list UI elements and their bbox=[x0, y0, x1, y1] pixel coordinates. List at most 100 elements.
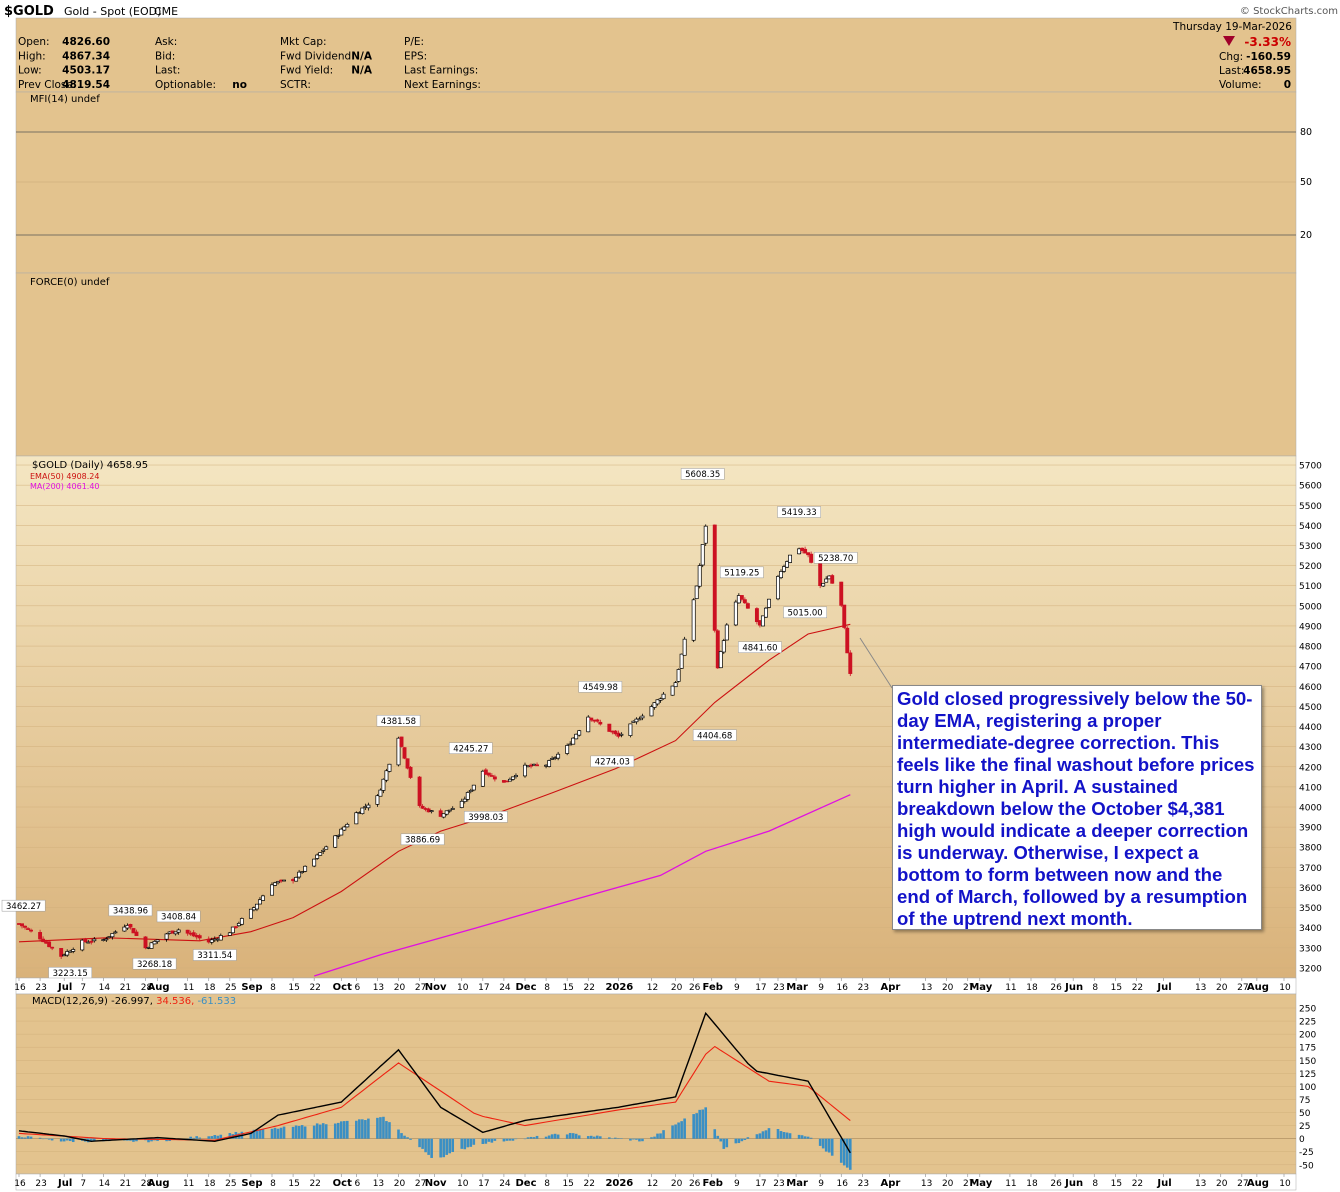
histogram-bar bbox=[722, 1138, 726, 1149]
candle-body bbox=[339, 828, 344, 836]
candle-body bbox=[104, 938, 109, 941]
price-label: 4274.03 bbox=[595, 758, 630, 768]
price-label: 3268.18 bbox=[137, 960, 172, 970]
candle-body bbox=[318, 852, 323, 856]
histogram-bar bbox=[38, 1137, 42, 1139]
histogram-bar bbox=[553, 1133, 557, 1139]
histogram-bar bbox=[403, 1135, 406, 1139]
y-tick-label: 250 bbox=[1299, 1005, 1316, 1015]
histogram-bar bbox=[629, 1138, 632, 1141]
candle-body bbox=[514, 775, 518, 778]
mfi-tick-50: 50 bbox=[1300, 177, 1312, 188]
price-label-box bbox=[738, 641, 782, 653]
histogram-bar bbox=[734, 1138, 738, 1144]
chg-value: -160.59 bbox=[1246, 51, 1291, 63]
candle-body bbox=[745, 603, 750, 609]
chart-date: Thursday 19-Mar-2026 bbox=[1172, 21, 1292, 33]
y-tick-label: 3900 bbox=[1299, 824, 1322, 834]
candle-body bbox=[739, 595, 744, 600]
y-tick-label: 3600 bbox=[1299, 884, 1322, 894]
histogram-bar bbox=[577, 1135, 581, 1139]
quote-value: 4819.54 bbox=[62, 79, 110, 91]
histogram-bar bbox=[421, 1138, 424, 1149]
x-tick-label: 13 bbox=[921, 1179, 932, 1189]
mfi-tick-20: 20 bbox=[1300, 230, 1312, 241]
histogram-bar bbox=[595, 1135, 599, 1139]
x-tick-label: 10 bbox=[1279, 983, 1291, 993]
candle-body bbox=[80, 939, 85, 951]
price-label-box bbox=[376, 714, 421, 727]
y-tick-label: 225 bbox=[1299, 1018, 1316, 1028]
histogram-bar bbox=[150, 1138, 153, 1142]
y-tick-label: 0 bbox=[1299, 1135, 1305, 1145]
candle-body bbox=[785, 561, 789, 568]
histogram-bar bbox=[641, 1138, 644, 1142]
candle-body bbox=[131, 928, 136, 934]
histogram-bar bbox=[297, 1125, 301, 1139]
price-label: 5119.25 bbox=[724, 569, 759, 579]
candle-body bbox=[845, 627, 850, 654]
histogram-bar bbox=[50, 1138, 54, 1141]
candle-body bbox=[492, 776, 497, 780]
x-tick-label: 16 bbox=[14, 983, 26, 993]
commentary-box: Gold closed progressively below the 50-d… bbox=[892, 685, 1262, 930]
x-tick-label: 18 bbox=[204, 1179, 216, 1189]
histogram-bar bbox=[487, 1138, 491, 1142]
candle-body bbox=[511, 776, 515, 780]
histogram-bar bbox=[617, 1138, 620, 1139]
candle-body bbox=[556, 753, 561, 759]
histogram-bar bbox=[493, 1138, 497, 1141]
quote-label: Fwd Yield: bbox=[280, 65, 333, 77]
instrument-name: Gold - Spot (EOD) bbox=[64, 5, 161, 18]
candle-body bbox=[507, 778, 512, 782]
price-label-box bbox=[108, 904, 153, 917]
candle-body bbox=[806, 552, 811, 556]
candle-body bbox=[384, 770, 389, 781]
x-tick-label: 9 bbox=[734, 1179, 740, 1189]
candle-body bbox=[297, 871, 302, 878]
x-tick-label: 25 bbox=[225, 983, 236, 993]
candle-body bbox=[239, 918, 244, 925]
x-tick-label: 22 bbox=[309, 1179, 320, 1189]
candle-body bbox=[782, 566, 786, 572]
candle-body bbox=[839, 581, 844, 606]
x-tick-label: 23 bbox=[35, 1179, 46, 1189]
histogram-bar bbox=[460, 1138, 464, 1149]
candle-body bbox=[673, 682, 678, 688]
x-tick-label: 24 bbox=[499, 983, 511, 993]
histogram-bar bbox=[207, 1136, 211, 1139]
macd-y-axis: -50 -25 0 25 50 75 100 125 150 175 200 225 250 bbox=[1299, 1005, 1316, 1172]
histogram-bar bbox=[830, 1138, 834, 1156]
candle-body bbox=[444, 810, 449, 815]
histogram-bar bbox=[219, 1134, 223, 1139]
histogram-bar bbox=[397, 1129, 400, 1139]
candle-body bbox=[396, 737, 401, 766]
histogram-bar bbox=[845, 1138, 849, 1168]
candle-body bbox=[233, 926, 238, 928]
y-tick-label: 4400 bbox=[1299, 723, 1322, 733]
histogram-bar bbox=[213, 1135, 217, 1139]
histogram-bar bbox=[662, 1130, 665, 1139]
price-label: 3223.15 bbox=[53, 969, 88, 979]
histogram-bar bbox=[192, 1137, 195, 1139]
histogram-bar bbox=[592, 1136, 596, 1139]
histogram-bar bbox=[427, 1138, 430, 1155]
header-band bbox=[15, 17, 1297, 93]
histogram-bar bbox=[65, 1138, 69, 1141]
candle-body bbox=[574, 733, 579, 740]
quote-value: 4867.34 bbox=[62, 50, 110, 62]
y-tick-label: 125 bbox=[1299, 1070, 1316, 1080]
quote-label: Low: bbox=[18, 65, 42, 77]
candle-body bbox=[712, 524, 717, 631]
candle-body bbox=[83, 938, 88, 943]
candle-body bbox=[128, 924, 133, 928]
histogram-bar bbox=[466, 1138, 470, 1148]
candle-body bbox=[821, 583, 826, 587]
candle-body bbox=[565, 745, 570, 754]
price-title: $GOLD (Daily) 4658.95 bbox=[32, 460, 148, 471]
x-tick-label: 8 bbox=[1092, 1179, 1098, 1189]
candle-body bbox=[459, 800, 464, 808]
histogram-bar bbox=[767, 1128, 771, 1139]
x-tick-label: 6 bbox=[354, 1179, 360, 1189]
histogram-bar bbox=[336, 1122, 340, 1139]
